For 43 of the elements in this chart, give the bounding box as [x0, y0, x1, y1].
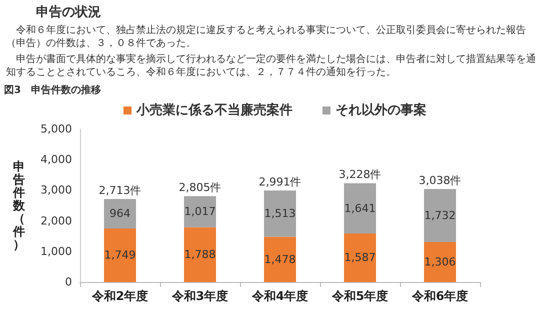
bar [344, 233, 376, 282]
y-tick-label: 4,000 [40, 153, 72, 166]
data-label: 1,749 [104, 248, 136, 262]
total-label: 2,713件 [98, 184, 142, 197]
y-tick-label: 0 [65, 276, 72, 288]
chart-subtitle: 図3 申告件数の推移 [3, 84, 102, 97]
chart-title: 申告の状況 [35, 4, 102, 21]
bar [184, 196, 216, 228]
bar [424, 189, 456, 242]
legend-label: それ以外の事案 [336, 102, 426, 118]
data-label: 1,641 [344, 202, 376, 215]
data-label: 1,513 [264, 207, 296, 220]
x-tick-label: 令和5年度 [330, 289, 388, 303]
bar [424, 242, 456, 282]
bar [264, 236, 296, 282]
y-tick-label: 5,000 [40, 122, 72, 136]
y-tick-label: 2,000 [40, 214, 72, 228]
bar [264, 190, 296, 237]
y-tick-label: 3,000 [40, 184, 72, 197]
total-label: 2,805件 [178, 181, 222, 194]
x-tick-label: 令和4年度 [250, 289, 308, 303]
legend-label: 小売業に係る不当廉売案件 [136, 102, 292, 118]
total-label: 2,991件 [258, 175, 302, 188]
bar [184, 227, 216, 282]
x-tick-label: 令和6年度 [410, 289, 468, 303]
total-label: 3,228件 [338, 168, 382, 182]
y-axis-title: 申告件数（件） [12, 160, 26, 252]
data-label: 1,587 [344, 251, 376, 264]
text: 令和６年度において、独占禁止法の規定に違反すると考えられる事実について、公正取引委員会に寄せられた報告（申告）の件数は、３，０８件であった。 [5, 24, 527, 50]
bar [104, 228, 136, 282]
y-tick-label: 1,000 [40, 244, 72, 258]
x-tick-label: 令和3年度 [170, 289, 228, 303]
data-label: 1,306 [424, 256, 456, 269]
data-label: 964 [110, 207, 130, 220]
x-tick-label: 令和2年度 [90, 289, 148, 303]
data-label: 1,788 [184, 248, 216, 262]
data-label: 1,017 [184, 205, 216, 218]
data-label: 1,732 [424, 209, 456, 222]
text: 申告が書面で具体的な事実を摘示して行われるなど一定の要件を満たした場合には、申告者に対して措置結果等を通知することとされているころ、令和６年度においては、２，７７４件の通知を行った。 [5, 52, 537, 79]
total-label: 3,038件 [418, 174, 462, 188]
data-label: 1,478 [264, 252, 296, 266]
bar [104, 198, 136, 228]
bar [344, 183, 376, 234]
